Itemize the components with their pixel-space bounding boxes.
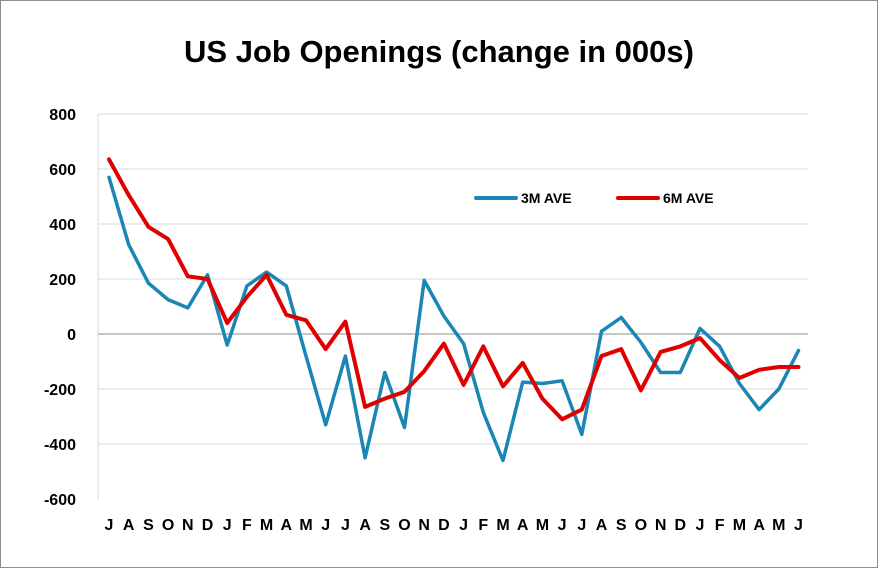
x-tick-label: J [223,517,232,534]
x-tick-label: D [202,517,214,534]
x-tick-label: J [321,517,330,534]
x-tick-label: J [577,517,586,534]
gridlines [98,113,808,445]
x-tick-label: A [123,517,135,534]
x-tick-label: J [459,517,468,534]
x-tick-label: O [162,517,174,534]
y-tick-label: -400 [44,437,76,454]
series-lines [107,157,801,463]
x-tick-label: A [596,517,608,534]
x-tick-label: A [281,517,293,534]
x-tick-label: A [517,517,529,534]
x-tick-label: A [753,517,765,534]
y-tick-label: 600 [49,162,76,179]
x-tick-label: S [379,517,390,534]
x-tick-label: S [616,517,627,534]
y-tick-label: 800 [49,107,76,124]
y-tick-label: -600 [44,492,76,509]
x-tick-label: M [299,517,312,534]
y-tick-label: 400 [49,217,76,234]
series-line-6m-ave [107,157,801,422]
x-tick-label: N [418,517,430,534]
x-tick-label: N [655,517,667,534]
x-tick-label: O [398,517,410,534]
x-tick-label: F [242,517,252,534]
x-tick-label: N [182,517,194,534]
x-tick-label: J [341,517,350,534]
x-tick-label: J [794,517,803,534]
x-tick-label: A [359,517,371,534]
legend-label: 3M AVE [521,190,572,206]
x-tick-label: J [558,517,567,534]
x-tick-label: M [260,517,273,534]
x-tick-label: D [438,517,450,534]
y-tick-label: -200 [44,382,76,399]
y-tick-label: 200 [49,272,76,289]
x-tick-label: M [496,517,509,534]
x-tick-label: M [772,517,785,534]
chart-title: US Job Openings (change in 000s) [184,34,694,69]
x-tick-label: S [143,517,154,534]
x-tick-label: F [478,517,488,534]
series-line-3m-ave [107,175,801,463]
y-tick-labels: 800 600 400 200 0 -200 -400 -600 [44,107,76,509]
y-tick-label: 0 [67,327,76,344]
x-tick-label: J [696,517,705,534]
x-tick-label: O [635,517,647,534]
x-tick-label: J [105,517,114,534]
x-tick-label: F [715,517,725,534]
x-tick-label: M [733,517,746,534]
legend-label: 6M AVE [663,190,714,206]
x-tick-label: M [536,517,549,534]
legend: 3M AVE 6M AVE [474,190,714,206]
x-tick-label: D [675,517,687,534]
